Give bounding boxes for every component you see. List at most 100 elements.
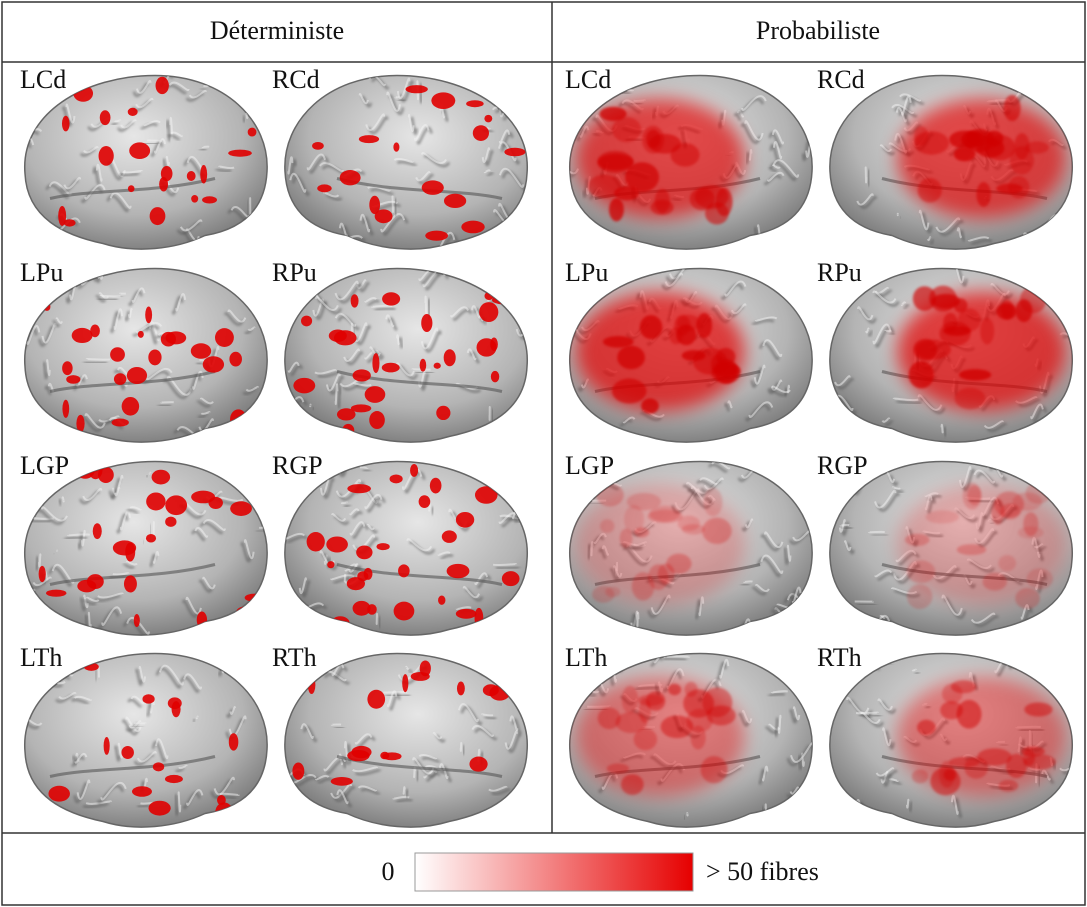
sulcus [750,367,763,388]
sulcus [768,132,782,148]
sulcus [871,813,898,828]
activation-patch [1015,299,1033,323]
gyrus-highlight [882,727,892,747]
sulcus [124,310,130,322]
gyrus-highlight [352,766,379,773]
sulcus [301,580,311,598]
gyrus-highlight [325,372,341,392]
activation-patch [602,336,634,348]
gyrus-highlight [967,236,990,242]
sulcus [362,469,372,473]
activation-spot [443,193,467,209]
gyrus-highlight [84,184,106,200]
gyrus-highlight [741,95,767,111]
gyrus-highlight [983,420,1004,429]
gyrus-highlight [300,723,314,739]
activation-spot [342,423,355,437]
activation-spot [372,353,380,373]
gyrus-highlight [46,359,51,377]
activation-spot [418,495,431,509]
sulcus [258,496,268,515]
gyrus-highlight [364,494,383,510]
brain-detail [833,268,1073,437]
sulcus [501,132,514,148]
activation-patch [912,286,937,311]
gyrus-highlight [287,156,294,175]
gyrus-highlight [867,461,888,470]
activation-spot [152,762,165,772]
gyrus-highlight [250,664,264,682]
sulcus [257,680,268,697]
brain-label: RCd [817,65,865,94]
activation-patch [996,183,1023,194]
activation-patch [647,509,683,524]
activation-patch [906,560,936,584]
sulcus [1032,406,1048,423]
activation-spot [230,501,252,516]
activation-spot [164,774,183,784]
activation-patch [625,162,660,192]
sulcus [405,789,409,798]
sulcus [903,304,910,310]
activation-spot [127,185,135,193]
gyrus-highlight [165,155,170,166]
activation-spot [456,681,465,696]
gyrus-highlight [304,612,311,629]
brain [284,652,528,828]
sulcus [303,726,318,743]
brain [569,652,813,828]
gyrus-highlight [798,268,813,280]
activation-spot [110,347,125,362]
sulcus [632,614,637,635]
sulcus [146,702,152,717]
brain-detail [569,75,813,245]
activation-patch [599,106,627,122]
gyrus-highlight [364,297,377,303]
gyrus-highlight [437,551,451,556]
activation-spot [191,194,199,203]
gyrus-highlight [364,349,380,360]
sulcus [52,320,61,328]
brain-detail [569,268,813,443]
sulcus [73,782,88,804]
gyrus-highlight [254,75,263,93]
temporal-sulcus [49,563,216,586]
activation-spot [350,294,359,308]
sulcus [891,780,903,786]
sulcus [179,676,200,693]
sulcus [1025,235,1053,247]
sulcus [389,94,405,116]
sulcus [122,563,135,569]
gyrus-highlight [512,608,525,626]
gyrus-highlight [82,487,103,501]
sulcus [768,388,789,397]
sulcus [92,166,100,185]
gyrus-highlight [380,213,406,233]
activation-spot [443,349,456,367]
sulcus [903,98,915,119]
activation-patch [587,174,622,199]
gyrus-highlight [74,753,88,764]
brain-label: RGP [817,451,868,480]
sulcus [478,653,496,676]
gyrus-highlight [418,754,438,760]
gyrus-highlight [761,765,769,782]
activation-patch [969,131,987,144]
activation-spot [330,777,353,786]
sulcus [708,463,728,473]
gyrus-highlight [901,95,912,116]
activation-patch [956,699,982,729]
sulcus [724,403,730,412]
gyrus-highlight [143,120,161,127]
gyrus-highlight [771,385,791,394]
activation-spot [146,492,166,511]
activation-patch [654,188,670,214]
activation-patch [940,701,963,720]
sulcus [419,83,423,104]
gyrus-highlight [343,348,360,362]
gyrus-highlight [26,324,41,345]
activation-spot [38,302,46,310]
gyrus-highlight [202,519,226,531]
gyrus-highlight [892,397,919,402]
gyrus-highlight [789,786,800,795]
